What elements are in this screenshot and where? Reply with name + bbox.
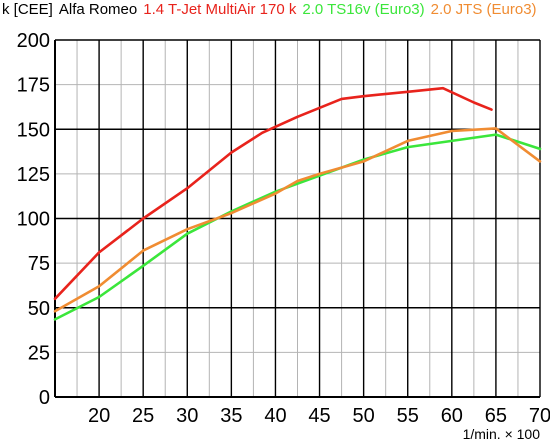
y-tick-label: 25	[28, 342, 50, 364]
y-tick-label: 200	[17, 30, 50, 52]
legend-entry-multiair: 1.4 T-Jet MultiAir 170 k	[143, 1, 297, 18]
y-tick-label: 125	[17, 164, 50, 186]
y-tick-label: 0	[39, 387, 50, 409]
y-tick-label: 50	[28, 298, 50, 320]
series-lines	[53, 86, 542, 321]
legend-entry-jts: 2.0 JTS (Euro3)	[430, 1, 537, 18]
x-axis-label: 1/min. × 100	[463, 426, 541, 442]
major-grid	[55, 39, 541, 397]
x-tick-label: 45	[308, 405, 330, 427]
x-tick-label: 40	[264, 405, 286, 427]
y-tick-label: 175	[17, 75, 50, 97]
x-tick-label: 20	[88, 405, 110, 427]
x-tick-label: 60	[441, 405, 463, 427]
axes	[54, 40, 540, 398]
y-axis-unit-label: k [CEE]	[2, 1, 53, 18]
y-tick-label: 150	[17, 119, 50, 141]
x-tick-label: 55	[397, 405, 419, 427]
chart-title: k [CEE] Alfa Romeo 1.4 T-Jet MultiAir 170 …	[2, 1, 543, 18]
x-tick-label: 65	[485, 405, 507, 427]
tick-labels: 0 25 50 75 100 125 150 175 200 20 25 30 35 40 45 50 55 60…	[17, 30, 550, 427]
series-line-1	[53, 133, 542, 321]
y-tick-label: 100	[17, 209, 50, 231]
x-tick-label: 35	[220, 405, 242, 427]
y-tick-label: 75	[28, 253, 50, 275]
series-line-2	[53, 127, 542, 313]
x-tick-label: 70	[529, 405, 550, 427]
legend-entry-ts16v: 2.0 TS16v (Euro3)	[302, 1, 425, 18]
x-tick-label: 30	[176, 405, 198, 427]
brand-label: Alfa Romeo	[58, 1, 138, 18]
x-tick-label: 50	[353, 405, 375, 427]
series-line-0	[53, 86, 493, 301]
x-tick-label: 25	[132, 405, 154, 427]
